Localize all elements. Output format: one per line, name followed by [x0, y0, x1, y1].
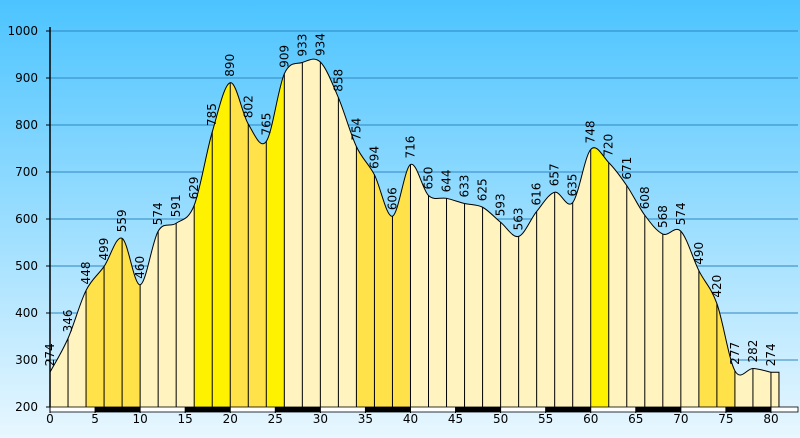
- x-tick-label: 55: [538, 412, 553, 426]
- data-label: 420: [710, 275, 724, 298]
- y-tick-label: 400: [15, 306, 38, 320]
- data-label: 568: [656, 205, 670, 228]
- data-label: 720: [602, 134, 616, 157]
- y-tick-label: 600: [15, 212, 38, 226]
- axes: 200 300 400 500 600 700 800 900 1000 0 5 10 15 20 25 30…: [7, 24, 799, 426]
- data-label: 934: [313, 33, 327, 56]
- x-tick-label: 10: [132, 412, 147, 426]
- data-label: 785: [205, 103, 219, 126]
- data-label: 765: [259, 113, 273, 136]
- data-label: 933: [295, 34, 309, 57]
- x-tick-label: 15: [178, 412, 193, 426]
- data-label: 448: [79, 262, 93, 285]
- x-tick-label: 40: [403, 412, 418, 426]
- y-tick-label: 300: [15, 353, 38, 367]
- data-label: 616: [530, 183, 544, 206]
- x-tick-label: 70: [673, 412, 688, 426]
- x-tick-label: 20: [223, 412, 238, 426]
- x-tick-label: 0: [46, 412, 54, 426]
- y-tick-label: 1000: [7, 24, 38, 38]
- scale-bar-block: [635, 407, 681, 412]
- scale-bar-block: [455, 407, 501, 412]
- data-label: 858: [331, 69, 345, 92]
- elevation-outline: [49, 58, 780, 407]
- data-label: 593: [494, 193, 508, 216]
- data-label: 657: [548, 163, 562, 186]
- y-tick-label: 200: [15, 400, 38, 414]
- data-label: 608: [638, 186, 652, 209]
- data-label: 633: [458, 175, 472, 198]
- data-label: 671: [620, 157, 634, 180]
- data-label: 574: [151, 202, 165, 225]
- data-label: 499: [97, 238, 111, 261]
- scale-bar-block: [365, 407, 411, 412]
- x-tick-label: 50: [493, 412, 508, 426]
- data-label: 574: [674, 202, 688, 225]
- data-label: 274: [43, 343, 57, 366]
- data-label: 754: [349, 118, 363, 141]
- x-tick-label: 35: [358, 412, 373, 426]
- data-label: 625: [476, 178, 490, 201]
- area-segment: [266, 59, 285, 407]
- data-label: 802: [241, 95, 255, 118]
- data-label: 650: [422, 167, 436, 190]
- x-tick-label: 60: [583, 412, 598, 426]
- data-label: 629: [187, 176, 201, 199]
- data-label: 748: [584, 121, 598, 144]
- x-tick-label: 5: [91, 412, 99, 426]
- scale-bar-block: [725, 407, 771, 412]
- data-label: 490: [692, 242, 706, 265]
- scale-bar-block: [95, 407, 141, 412]
- data-label: 563: [512, 207, 526, 230]
- scale-bar-block: [275, 407, 321, 412]
- y-tick-label: 700: [15, 165, 38, 179]
- scale-bar-block: [545, 407, 591, 412]
- x-tick-label: 80: [763, 412, 778, 426]
- data-label: 274: [764, 343, 778, 366]
- data-label: 644: [440, 169, 454, 192]
- data-label: 716: [403, 136, 417, 159]
- y-tick-label: 900: [15, 71, 38, 85]
- x-tick-label: 75: [718, 412, 733, 426]
- scale-bar-block: [185, 407, 231, 412]
- data-labels: 274 346 448 499 559 460 574 591 629 785 890 802 765 9…: [43, 33, 778, 366]
- data-label: 277: [728, 342, 742, 365]
- data-label: 635: [566, 174, 580, 197]
- data-label: 559: [115, 209, 129, 232]
- x-tick-label: 45: [448, 412, 463, 426]
- data-label: 890: [223, 54, 237, 77]
- x-tick-label: 25: [268, 412, 283, 426]
- x-tick-label: 65: [628, 412, 643, 426]
- data-label: 282: [746, 340, 760, 363]
- data-label: 606: [385, 187, 399, 210]
- data-label: 694: [367, 146, 381, 169]
- data-label: 346: [61, 309, 75, 332]
- data-label: 591: [169, 194, 183, 217]
- data-label: 460: [133, 256, 147, 279]
- segment-lines: [67, 62, 772, 407]
- x-tick-label: 30: [313, 412, 328, 426]
- y-tick-label: 800: [15, 118, 38, 132]
- y-tick-label: 500: [15, 259, 38, 273]
- data-label: 909: [277, 45, 291, 68]
